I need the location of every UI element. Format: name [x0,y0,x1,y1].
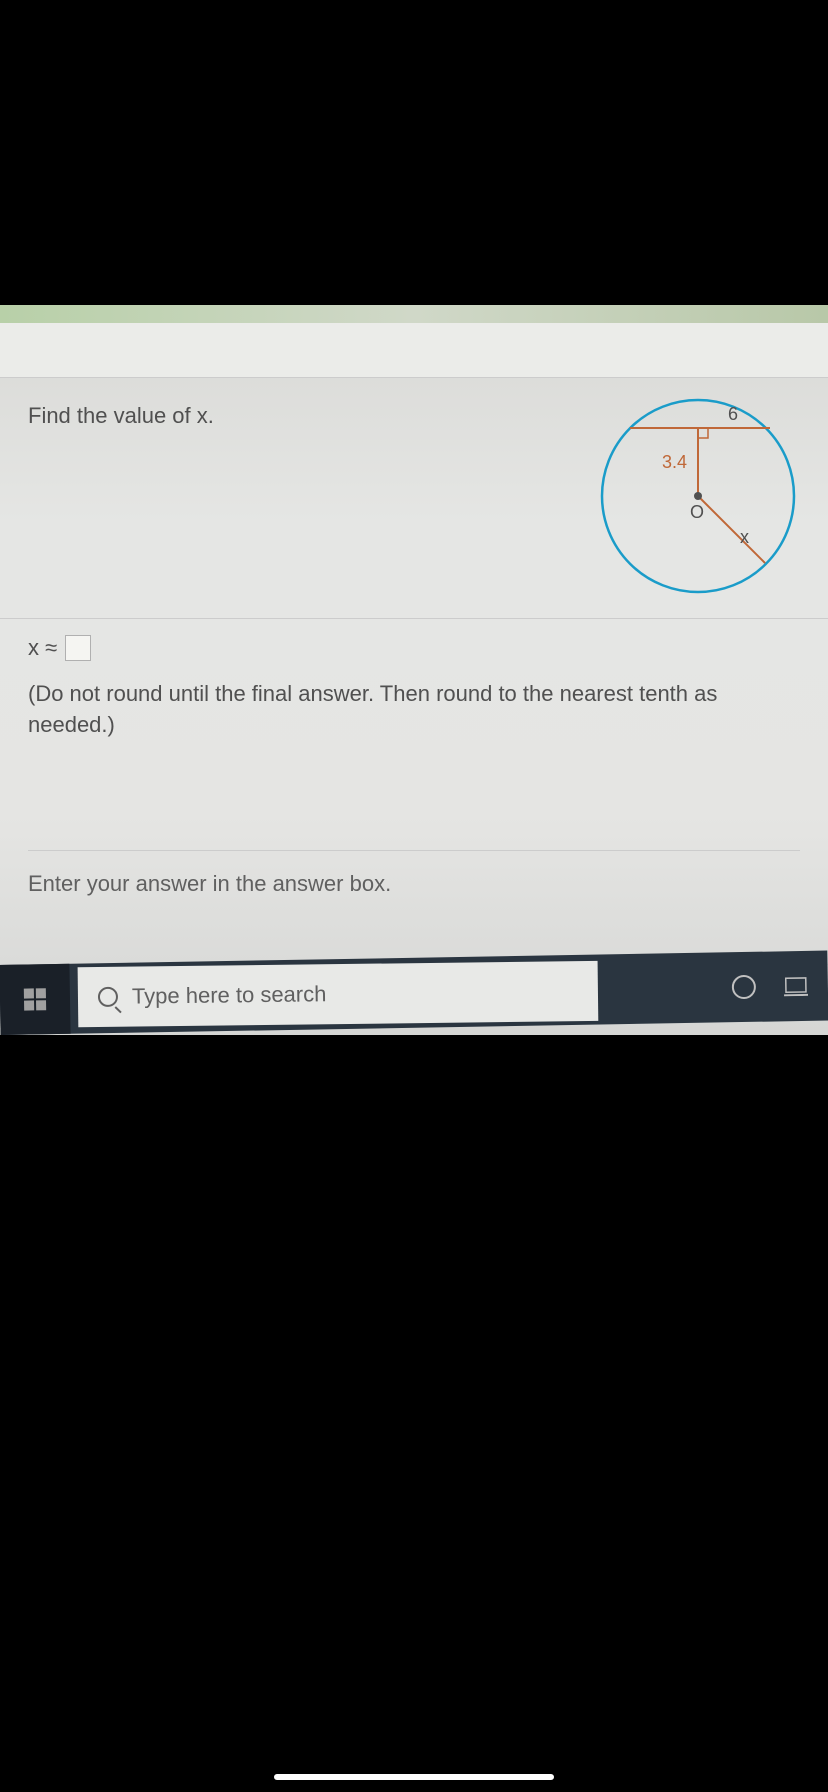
answer-label: x ≈ [28,635,57,661]
divider [28,850,800,851]
search-placeholder: Type here to search [132,981,327,1009]
footer-instruction: Enter your answer in the answer box. [28,871,800,897]
answer-input[interactable] [65,635,91,661]
rounding-hint: (Do not round until the final answer. Th… [28,679,800,741]
label-perpendicular: 3.4 [662,452,687,472]
footer-section: Enter your answer in the answer box. [0,830,828,905]
label-center: O [690,502,704,522]
windows-icon [24,988,46,1010]
home-indicator[interactable] [274,1774,554,1780]
cortana-icon[interactable] [732,975,756,999]
geometry-diagram: 6 3.4 O x [600,388,810,598]
start-button[interactable] [0,964,71,1035]
taskbar-right [732,974,808,999]
content-panel: Find the value of x. 6 3.4 O x x ≈ (Do n… [0,305,828,1035]
radius-line [698,496,765,563]
windows-taskbar: Type here to search [0,951,828,1035]
label-chord: 6 [728,404,738,424]
answer-row: x ≈ [28,635,800,661]
question-section: Find the value of x. 6 3.4 O x [0,378,828,618]
header-spacer [0,323,828,377]
right-angle-marker [698,428,708,438]
search-icon [98,987,118,1007]
color-strip [0,305,828,323]
center-point [694,492,702,500]
search-box[interactable]: Type here to search [78,961,599,1027]
circle-diagram-svg: 6 3.4 O x [600,388,810,598]
taskview-icon[interactable] [784,974,808,998]
question-prompt: Find the value of x. [28,403,214,429]
taskview-svg [784,976,808,996]
label-radius: x [740,527,749,547]
